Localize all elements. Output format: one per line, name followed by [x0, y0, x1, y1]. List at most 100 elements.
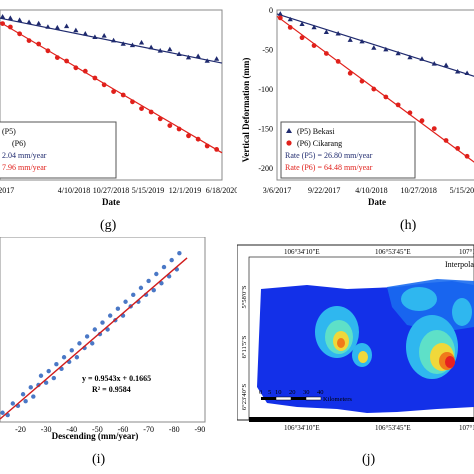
data-point — [7, 15, 13, 20]
x-axis-label: Descending (mm/year) — [52, 431, 139, 441]
data-point — [64, 58, 69, 64]
x-tick-label: 5/15/2019 — [132, 186, 164, 195]
data-point — [31, 394, 36, 399]
data-point — [43, 380, 49, 385]
data-point — [17, 31, 23, 37]
y-tick-label: -150 — [258, 125, 273, 134]
data-point — [455, 68, 461, 74]
legend-p6: (P6) Cikarang — [297, 139, 342, 148]
data-point — [148, 109, 154, 115]
data-point — [407, 110, 413, 116]
data-point — [395, 50, 401, 56]
data-point — [0, 14, 6, 19]
x-tick-label: -50 — [92, 425, 103, 434]
data-point — [17, 17, 23, 22]
map-top-tick-2: 106°53'45"E — [375, 248, 411, 256]
data-point — [82, 68, 88, 74]
data-point — [129, 42, 136, 48]
data-point — [177, 250, 182, 256]
data-point — [82, 31, 88, 36]
map-bottom-frame — [249, 417, 474, 422]
data-point — [10, 401, 16, 406]
data-point — [214, 56, 220, 61]
data-point — [383, 94, 389, 100]
x-tick-label: 5/15/2019 — [450, 186, 474, 195]
y-tick-label: -50 — [262, 46, 273, 55]
plot-frame — [0, 237, 206, 423]
data-point — [100, 320, 105, 325]
data-point — [120, 41, 126, 46]
data-point — [443, 138, 449, 143]
x-tick-label: -60 — [118, 425, 129, 434]
data-point — [36, 20, 42, 26]
data-point — [323, 29, 329, 34]
data-point — [299, 21, 305, 27]
data-point — [464, 70, 470, 76]
y-tick-label: -100 — [258, 85, 273, 94]
legend: (P5) (P6) 2.04 mm/year 7.96 mm/year — [0, 121, 117, 179]
data-point — [0, 410, 5, 415]
data-point — [323, 51, 329, 56]
data-point — [61, 355, 67, 360]
data-point — [335, 30, 341, 36]
map-title: Interpola — [445, 260, 474, 269]
data-point — [45, 24, 51, 29]
x-tick-label: 12/1/2019 — [169, 186, 201, 195]
data-point — [7, 24, 13, 30]
data-point — [46, 368, 51, 374]
data-point — [120, 92, 126, 98]
data-point — [54, 361, 59, 367]
data-point — [204, 143, 210, 149]
map-bottom-tick-3: 107°1 — [459, 424, 474, 432]
data-point — [92, 327, 98, 332]
y-tick-label: 0 — [269, 6, 273, 15]
rate-p6: Rate (P6) = 64.48 mm/year — [285, 163, 373, 172]
data-point — [20, 392, 26, 397]
scale-tick: 0 — [259, 389, 262, 396]
x-tick-label: 4/10/2018 — [355, 186, 387, 195]
subsidence-map — [257, 279, 474, 413]
data-point — [169, 257, 174, 263]
data-point — [176, 51, 182, 56]
data-point — [311, 43, 317, 48]
trend-line-0 — [0, 17, 223, 64]
data-point — [383, 46, 389, 52]
data-point — [277, 15, 283, 21]
data-point — [335, 58, 341, 64]
legend-p6: (P6) — [12, 139, 26, 148]
scale-unit: Kilometers — [323, 396, 352, 403]
data-point — [299, 35, 305, 41]
data-point — [73, 27, 79, 33]
x-axis-label: Date — [368, 197, 386, 207]
data-point — [277, 11, 283, 16]
data-point — [73, 65, 79, 71]
map-bottom-tick-2: 106°53'45"E — [375, 424, 411, 432]
trend-line-0 — [276, 13, 474, 77]
data-point — [186, 133, 191, 139]
data-point — [157, 116, 163, 122]
data-point — [148, 44, 154, 50]
data-point — [159, 281, 164, 286]
x-tick-label: -80 — [169, 425, 180, 434]
data-point — [347, 37, 353, 42]
x-tick-label: 10/27/2018 — [400, 186, 436, 195]
y-tick-label: -200 — [258, 164, 273, 173]
data-point — [464, 153, 470, 159]
data-point — [371, 86, 377, 92]
data-point — [138, 39, 145, 45]
equation: y = 0.9543x + 0.1665 — [82, 374, 151, 383]
data-point — [105, 327, 110, 332]
data-point — [195, 136, 201, 142]
data-point — [23, 398, 28, 404]
data-point — [347, 70, 353, 76]
data-point — [69, 348, 74, 353]
data-point — [214, 147, 220, 152]
data-point — [38, 373, 44, 378]
data-point — [443, 62, 449, 68]
caption-h: (h) — [400, 218, 417, 233]
data-point — [431, 60, 437, 66]
data-point — [0, 21, 5, 26]
data-point — [161, 264, 167, 270]
data-point — [287, 16, 293, 22]
